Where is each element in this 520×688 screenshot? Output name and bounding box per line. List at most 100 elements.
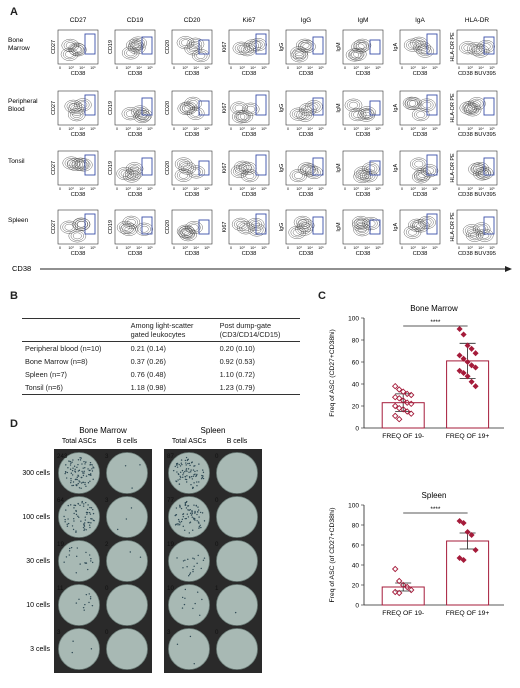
tick-label: 10⁴ bbox=[478, 187, 484, 191]
density-contour bbox=[237, 111, 251, 122]
elispot-spot bbox=[179, 524, 181, 526]
tick-label: 10⁴ bbox=[364, 127, 370, 131]
density-contour bbox=[309, 103, 319, 111]
density-contour bbox=[289, 169, 308, 183]
gate-rectangle bbox=[312, 97, 324, 116]
tick-label: 0 bbox=[116, 187, 118, 191]
tick-label: 10³ bbox=[68, 187, 74, 191]
elispot-spot bbox=[193, 663, 195, 665]
density-contour bbox=[121, 46, 140, 60]
elispot-count: 0 bbox=[215, 541, 219, 548]
tick-label: 10³ bbox=[239, 187, 245, 191]
elispot-well bbox=[168, 628, 210, 670]
table-header-row: Among light-scatter gated leukocytes Pos… bbox=[22, 318, 300, 342]
elispot-spot bbox=[65, 464, 67, 466]
data-point bbox=[399, 397, 407, 404]
density-contour bbox=[240, 44, 254, 55]
elispot-spot bbox=[64, 521, 66, 523]
elispot-well bbox=[106, 452, 148, 494]
density-contour bbox=[60, 47, 79, 61]
data-point bbox=[460, 355, 467, 362]
y-axis-label: IgA bbox=[393, 164, 399, 173]
gate-rectangle bbox=[369, 160, 381, 176]
density-contour bbox=[125, 171, 139, 181]
y-tick-label: 0 bbox=[355, 425, 359, 432]
density-contour bbox=[249, 38, 267, 52]
data-point bbox=[407, 400, 415, 408]
gate-rectangle bbox=[312, 216, 324, 235]
tick-label: 0 bbox=[458, 246, 460, 250]
density-contour bbox=[402, 96, 421, 110]
table-header-empty bbox=[22, 318, 128, 342]
row-label: Blood bbox=[8, 106, 25, 113]
elispot-spot bbox=[188, 532, 191, 534]
row-label: Tonsil bbox=[8, 158, 25, 165]
density-contour bbox=[244, 104, 258, 115]
elispot-spot bbox=[234, 611, 237, 614]
density-contour bbox=[290, 46, 308, 60]
elispot-spot bbox=[65, 556, 68, 558]
y-tick-label: 40 bbox=[352, 381, 360, 388]
density-contour bbox=[422, 165, 437, 176]
elispot-spot bbox=[200, 567, 202, 570]
data-point bbox=[468, 362, 475, 369]
y-axis-label: IgA bbox=[393, 43, 399, 52]
elispot-spot bbox=[129, 551, 131, 553]
elispot-spot bbox=[83, 470, 85, 473]
density-contour bbox=[178, 161, 197, 175]
tick-label: 10⁴ bbox=[193, 66, 199, 70]
elispot-spot bbox=[179, 471, 182, 474]
tick-label: 10³ bbox=[182, 127, 188, 131]
elispot-spot bbox=[65, 471, 67, 473]
density-contour bbox=[245, 172, 255, 179]
elispot-spot bbox=[131, 487, 133, 489]
tick-label: 10⁴ bbox=[136, 66, 142, 70]
elispot-spot bbox=[180, 520, 183, 523]
elispot-spot bbox=[181, 607, 184, 609]
elispot-spot bbox=[89, 598, 92, 600]
y-axis-label: HLA-DR PE bbox=[450, 32, 456, 62]
density-contour bbox=[183, 231, 193, 239]
data-point bbox=[399, 388, 407, 395]
tick-label: 10³ bbox=[125, 187, 131, 191]
data-point bbox=[407, 586, 415, 594]
elispot-spot bbox=[182, 476, 184, 479]
elispot-spot bbox=[191, 511, 193, 513]
plot-frame bbox=[114, 90, 156, 126]
elispot-spot bbox=[188, 509, 190, 511]
elispot-spot bbox=[88, 511, 91, 514]
elispot-spot bbox=[184, 559, 186, 562]
elispot-spot bbox=[203, 520, 206, 522]
density-contour bbox=[350, 109, 365, 120]
row-label: Spleen bbox=[8, 217, 29, 224]
density-contour bbox=[176, 36, 195, 50]
density-contour bbox=[299, 225, 309, 233]
tick-label: 10³ bbox=[353, 127, 359, 131]
gate-rectangle bbox=[84, 33, 96, 55]
x-axis-label: CD38 bbox=[185, 132, 200, 138]
data-point bbox=[472, 546, 479, 554]
elispot-spot bbox=[184, 478, 187, 481]
elispot-spot bbox=[187, 462, 189, 465]
density-contour bbox=[69, 159, 83, 170]
elispot-spot bbox=[197, 554, 199, 557]
density-contour bbox=[352, 215, 370, 229]
density-contour bbox=[189, 224, 199, 231]
tick-label: 0 bbox=[116, 66, 118, 70]
density-contour bbox=[124, 217, 138, 228]
elispot-count: 0 bbox=[215, 497, 219, 504]
elispot-spot bbox=[85, 593, 88, 596]
density-contour bbox=[191, 110, 201, 117]
density-contour bbox=[187, 222, 201, 233]
gate-rectangle bbox=[84, 94, 96, 116]
elispot-spot bbox=[71, 461, 73, 463]
tick-label: 10⁴ bbox=[250, 187, 256, 191]
elispot-spot bbox=[76, 466, 78, 469]
density-contour bbox=[74, 219, 89, 230]
elispot-spot bbox=[83, 472, 85, 474]
elispot-spot bbox=[89, 596, 92, 598]
elispot-spot bbox=[77, 515, 79, 517]
density-contour bbox=[293, 215, 312, 229]
data-point bbox=[395, 577, 403, 585]
density-contour bbox=[478, 230, 492, 241]
